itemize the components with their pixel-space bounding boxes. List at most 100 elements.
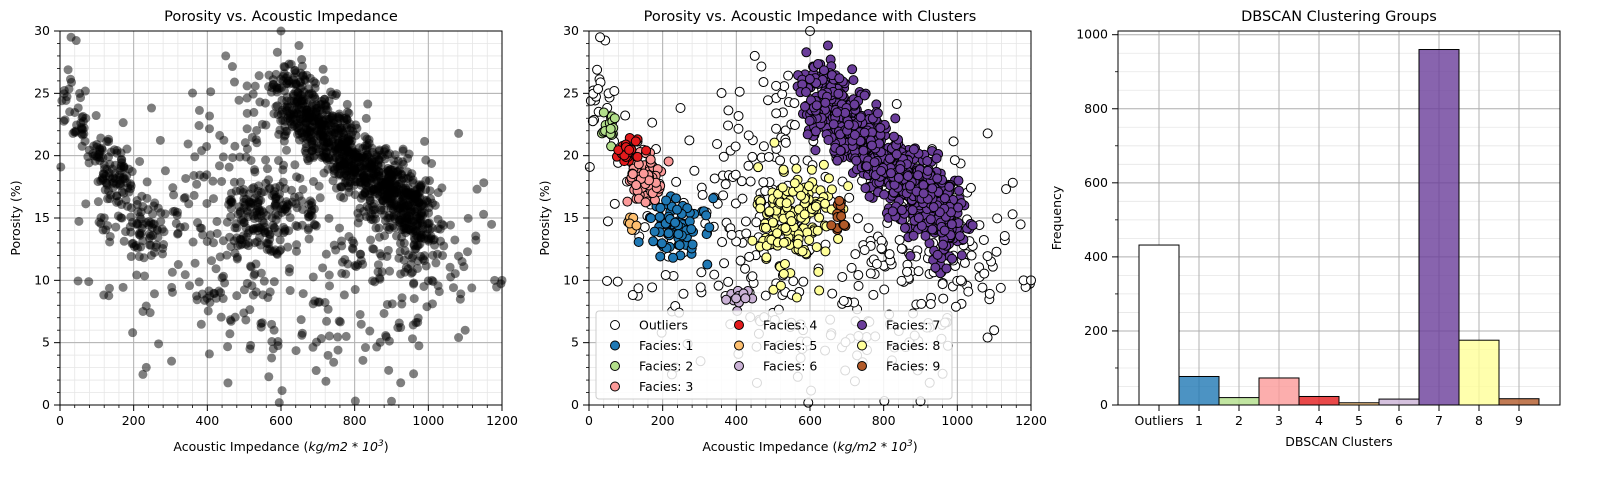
data-point bbox=[267, 353, 277, 363]
data-point bbox=[267, 319, 277, 329]
data-point-outlier bbox=[1015, 219, 1026, 230]
data-point-facies-7 bbox=[922, 156, 933, 167]
data-point bbox=[202, 293, 212, 303]
data-point bbox=[149, 289, 159, 299]
data-point-facies-7 bbox=[831, 107, 842, 118]
data-point bbox=[173, 260, 183, 270]
data-point bbox=[380, 231, 390, 241]
data-point-facies-7 bbox=[895, 163, 906, 174]
data-point bbox=[160, 166, 170, 176]
data-point bbox=[419, 256, 429, 266]
data-point bbox=[325, 281, 335, 291]
data-point-outlier bbox=[879, 284, 890, 295]
data-point bbox=[254, 181, 264, 191]
data-point-outlier bbox=[979, 268, 990, 279]
data-point-facies-1 bbox=[704, 222, 715, 233]
data-point bbox=[361, 180, 371, 190]
data-point-facies-7 bbox=[804, 74, 815, 85]
data-point bbox=[384, 170, 394, 180]
data-point-facies-8 bbox=[813, 266, 824, 277]
data-point bbox=[149, 247, 159, 257]
data-point-facies-8 bbox=[764, 206, 775, 217]
data-point bbox=[328, 176, 338, 186]
data-point bbox=[249, 165, 259, 175]
data-point bbox=[292, 240, 302, 250]
data-point bbox=[221, 51, 231, 61]
data-point bbox=[190, 152, 200, 162]
data-point-facies-7 bbox=[843, 119, 854, 130]
data-point-facies-7 bbox=[861, 161, 872, 172]
y-tick-label: 600 bbox=[1084, 175, 1108, 190]
data-point bbox=[99, 290, 109, 300]
data-point-facies-7 bbox=[810, 126, 821, 137]
data-point-facies-7 bbox=[920, 230, 931, 241]
data-point bbox=[275, 235, 285, 245]
data-point-facies-7 bbox=[859, 90, 870, 101]
data-point bbox=[230, 248, 240, 258]
data-point bbox=[412, 231, 422, 241]
data-point-outlier bbox=[647, 282, 658, 293]
x-tick-label: 8 bbox=[1475, 413, 1483, 428]
data-point-facies-7 bbox=[811, 100, 822, 111]
data-point bbox=[283, 242, 293, 252]
data-point bbox=[335, 169, 345, 179]
data-point bbox=[291, 246, 301, 256]
data-point-facies-7 bbox=[930, 262, 941, 273]
data-point bbox=[84, 277, 94, 287]
data-point bbox=[117, 155, 127, 165]
data-point bbox=[281, 145, 291, 155]
x-axis-label: Acoustic Impedance (kg/m2 * 103) bbox=[702, 439, 917, 454]
data-point-outlier bbox=[871, 259, 882, 270]
data-point-facies-7 bbox=[941, 263, 952, 274]
scatter-panel-clusters: 0 200 400 600 800 1000 1200 0 5 10 15 20 25 30 Porosi… bbox=[537, 9, 1047, 454]
data-point-facies-7 bbox=[939, 225, 950, 236]
data-point bbox=[73, 103, 83, 113]
data-point bbox=[424, 234, 434, 244]
data-point bbox=[147, 103, 157, 113]
data-point bbox=[387, 299, 397, 309]
data-point bbox=[297, 330, 307, 340]
data-point bbox=[421, 155, 431, 165]
data-point-outlier bbox=[719, 258, 730, 269]
data-point-outlier bbox=[720, 179, 731, 190]
data-point bbox=[371, 214, 381, 224]
data-point bbox=[472, 184, 482, 194]
data-point bbox=[398, 224, 408, 234]
data-point-facies-1 bbox=[672, 204, 683, 215]
data-point-outlier bbox=[779, 81, 790, 92]
data-point bbox=[169, 190, 179, 200]
data-point bbox=[99, 169, 109, 179]
data-point-outlier bbox=[984, 288, 995, 299]
data-point-outlier bbox=[977, 282, 988, 293]
data-point bbox=[95, 145, 105, 155]
data-point bbox=[315, 120, 325, 130]
data-point-outlier bbox=[758, 77, 769, 88]
data-point bbox=[232, 291, 242, 301]
bar-6 bbox=[1378, 398, 1420, 406]
data-point bbox=[241, 315, 251, 325]
data-point-facies-8 bbox=[811, 242, 822, 253]
data-point bbox=[242, 81, 252, 91]
data-point bbox=[115, 175, 125, 185]
data-point-facies-7 bbox=[866, 140, 877, 151]
y-tick-label: 0 bbox=[42, 397, 50, 412]
data-point-outlier bbox=[695, 282, 706, 293]
data-point bbox=[335, 223, 345, 233]
data-point-outlier bbox=[982, 251, 993, 262]
data-point-facies-7 bbox=[931, 153, 942, 164]
y-tick-label: 15 bbox=[34, 210, 50, 225]
data-point-facies-7 bbox=[890, 113, 901, 124]
data-point-facies-6 bbox=[740, 293, 751, 304]
data-point bbox=[318, 64, 328, 74]
data-point bbox=[374, 171, 384, 181]
data-point bbox=[324, 213, 334, 223]
legend-label: Facies: 6 bbox=[763, 359, 817, 374]
data-point-outlier bbox=[741, 228, 752, 239]
data-point bbox=[188, 237, 198, 247]
data-point-outlier bbox=[982, 332, 993, 343]
data-point-outlier bbox=[595, 32, 606, 43]
data-point bbox=[192, 179, 202, 189]
data-point bbox=[238, 214, 248, 224]
data-point bbox=[298, 184, 308, 194]
data-point bbox=[194, 105, 204, 115]
